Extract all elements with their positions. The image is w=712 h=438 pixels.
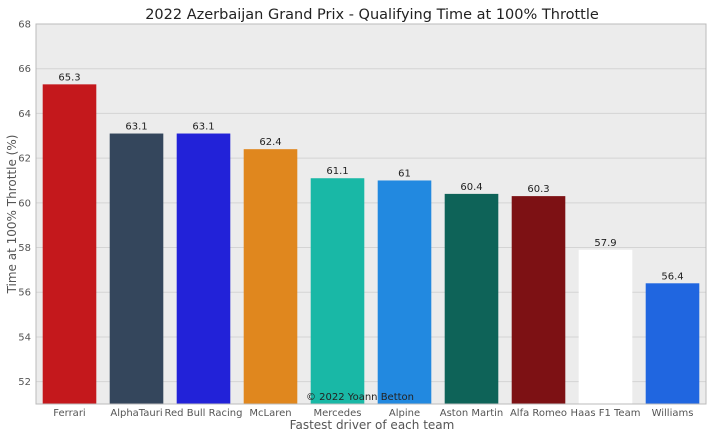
bar-alfa-romeo <box>511 196 566 404</box>
x-tick-label: McLaren <box>249 408 291 419</box>
data-label: 57.9 <box>594 238 616 249</box>
x-tick-label: Mercedes <box>313 408 361 419</box>
y-tick-label: 58 <box>18 243 31 254</box>
x-tick-label: Alfa Romeo <box>510 408 567 419</box>
x-axis-ticks: Ferrari AlphaTauri Red Bull Racing McLaren M… <box>53 408 693 419</box>
x-tick-label: Red Bull Racing <box>165 408 243 419</box>
y-tick-label: 60 <box>18 198 31 209</box>
data-label: 60.4 <box>460 182 482 193</box>
x-tick-label: Williams <box>652 408 694 419</box>
data-label: 61.1 <box>326 166 348 177</box>
y-tick-label: 54 <box>18 332 31 343</box>
bar-haas-f1-team <box>578 249 633 404</box>
y-tick-label: 62 <box>18 154 31 165</box>
bar-aston-martin <box>444 193 499 404</box>
x-tick-label: Haas F1 Team <box>571 408 641 419</box>
bar-williams <box>645 283 700 404</box>
y-tick-label: 66 <box>18 64 31 75</box>
bar-mclaren <box>243 149 298 404</box>
x-tick-label: AlphaTauri <box>110 408 162 419</box>
data-label: 62.4 <box>259 137 281 148</box>
y-axis-title: Time at 100% Throttle (%) <box>5 135 19 295</box>
bar-ferrari <box>42 84 97 405</box>
y-tick-label: 68 <box>18 20 31 31</box>
data-label: 65.3 <box>58 72 80 83</box>
chart-title: 2022 Azerbaijan Grand Prix - Qualifying … <box>145 7 599 23</box>
x-axis-title: Fastest driver of each team <box>290 418 455 432</box>
y-tick-label: 64 <box>18 109 31 120</box>
bar-alphatauri <box>109 133 164 404</box>
data-label: 60.3 <box>527 184 549 195</box>
x-tick-label: Ferrari <box>53 408 85 419</box>
x-tick-label: Alpine <box>389 408 420 419</box>
y-axis-ticks: 52 54 56 58 60 62 64 66 68 <box>18 20 31 389</box>
bars <box>42 84 700 405</box>
y-tick-label: 56 <box>18 288 31 299</box>
y-tick-label: 52 <box>18 377 31 388</box>
bar-alpine <box>377 180 432 404</box>
x-tick-label: Aston Martin <box>440 408 504 419</box>
data-label: 61 <box>398 168 411 179</box>
data-label: 63.1 <box>125 122 147 133</box>
plot-frame <box>35 23 707 405</box>
data-label: 56.4 <box>661 271 683 282</box>
data-labels: 65.3 63.1 63.1 62.4 61.1 61 60.4 60.3 57.9 56.4 <box>58 72 683 282</box>
data-label: 63.1 <box>192 122 214 133</box>
bar-mercedes <box>310 178 365 404</box>
bar-red-bull-racing <box>176 133 231 404</box>
watermark: © 2022 Yoann Betton <box>306 392 414 403</box>
